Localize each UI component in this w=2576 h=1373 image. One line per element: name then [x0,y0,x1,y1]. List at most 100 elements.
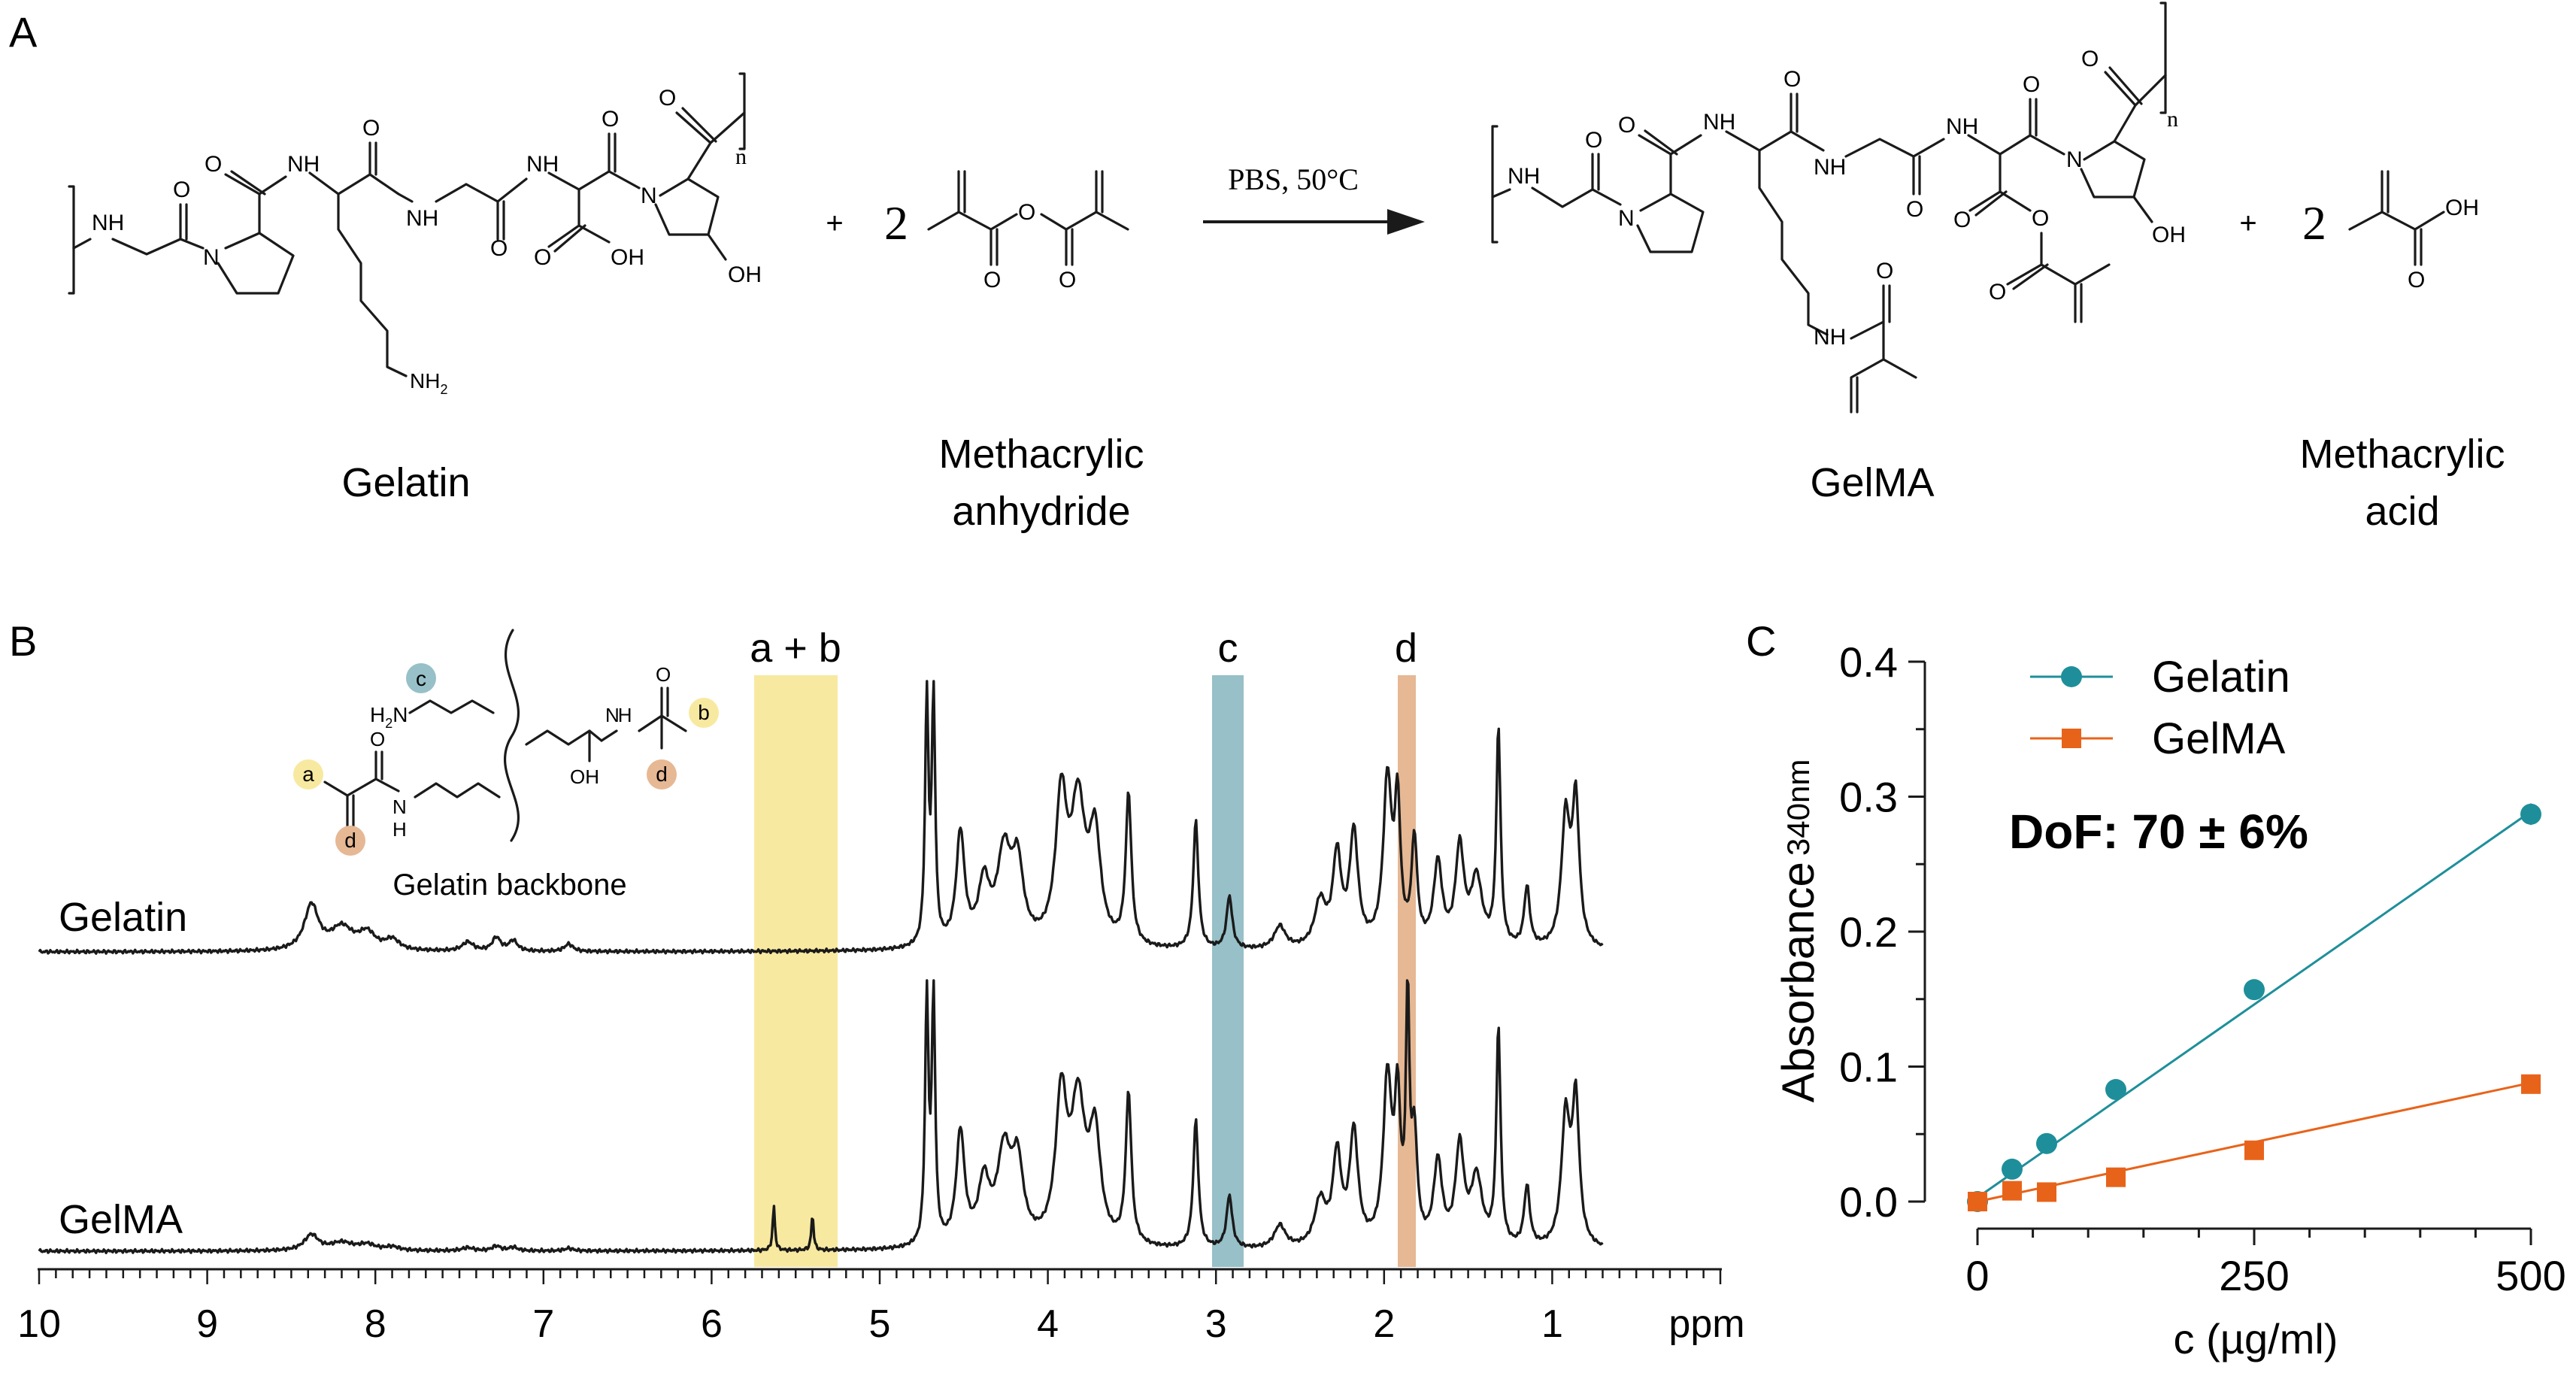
atom-o: O [1876,259,1893,283]
label-b-dot [689,698,719,728]
panel-c: C 0.0 0.1 0.2 0.3 0.4 0 250 500 Gelatin GelMA Abs… [1746,617,2566,1362]
ppm-unit: ppm [1668,1302,1744,1346]
atom-o: O [1784,67,1801,92]
ppm-tick-label: 5 [869,1302,891,1346]
gelma-label: GelMA [1810,460,1934,505]
ppm-tick-label: 4 [1037,1302,1059,1346]
atom-nh: NH [1814,155,1846,180]
chart-area: 0.0 0.1 0.2 0.3 0.4 0 250 500 Gelatin GelMA [1839,638,2566,1299]
data-point-gelma [2521,1074,2541,1094]
atom-oh: OH [611,245,644,270]
atom-nh: NH [1946,114,1978,139]
coefficient-1: 2 [884,196,908,250]
atom-o: O [534,245,551,270]
panel-label-b: B [9,617,37,665]
methacrylic-acid-structure: O OH [2348,170,2479,292]
atom-oh: OH [2152,223,2186,247]
ppm-tick-label: 9 [196,1302,218,1346]
x-tick-label: 500 [2496,1252,2565,1299]
atom-o: O [2408,268,2425,292]
region-c-label: c [1218,626,1238,671]
data-point-gelatin [2036,1132,2057,1154]
data-point-gelma [2244,1140,2264,1160]
label-a-dot [293,759,323,790]
atom-n: N [1618,206,1635,231]
atom-nh: NH [406,206,438,231]
plus-1: + [826,207,843,240]
ppm-tick-label: 6 [701,1302,723,1346]
data-point-gelma [2002,1181,2022,1201]
atom-o: O [1018,200,1035,225]
atom-nh: NH [605,704,632,726]
y-tick-label: 0.3 [1839,774,1898,821]
y-tick-label: 0.1 [1839,1044,1898,1091]
gelatin-spectrum [38,680,1604,955]
gelma-structure: NH O N O NH O NH O NH O NH O O [1491,2,2186,414]
atom-nh: NH [1508,164,1540,189]
subscript-n: n [735,144,747,169]
panel-a: A NH N O O NH O NH 2 NH O NH O [9,2,2505,534]
atom-o: O [1906,197,1923,222]
gelma-spectrum [38,979,1604,1254]
data-point-gelma [2106,1167,2126,1187]
ppm-tick-label: 10 [17,1302,61,1346]
anhydride-label-line-1: Methacrylic [938,432,1144,477]
atom-o: O [205,152,222,177]
legend-label: GelMA [2152,714,2286,763]
trace-label-gelatin: Gelatin [59,895,187,940]
panel-label-a: A [9,8,38,56]
atom-o: O [362,116,380,141]
y-axis-label: Absorbance340nm [1773,759,1823,1103]
methacrylic-anhydride-structure: O O O [927,170,1129,292]
ppm-tick-label: 3 [1205,1302,1227,1346]
data-point-gelatin [2002,1158,2023,1180]
data-point-gelma [1968,1192,1987,1211]
atom-o: O [1585,128,1602,153]
region-d-label: d [1395,626,1417,671]
fit-line-gelatin [1977,811,2532,1199]
atom-o: O [490,236,508,261]
anhydride-label-line-2: anhydride [952,489,1130,534]
panel-label-c: C [1746,617,1776,665]
region-ab-label: a + b [750,626,841,671]
ppm-tick-label: 1 [1541,1302,1563,1346]
label-c-dot [406,663,436,693]
atom-nh: NH [92,211,124,235]
atom-o: O [370,728,385,750]
y-tick-label: 0.2 [1839,908,1898,956]
data-point-gelma [2037,1182,2056,1202]
atom-o: O [602,107,619,132]
atom-h2n: H2N [370,703,408,731]
y-tick-label: 0.0 [1839,1178,1898,1226]
data-point-gelatin [2244,979,2265,1001]
label-d-dot-2 [647,759,677,790]
atom-nh: NH [1814,325,1846,350]
plus-2: + [2239,207,2256,240]
inset-title: Gelatin backbone [392,868,626,902]
y-tick-label: 0.4 [1839,638,1898,686]
region-d [1398,675,1416,1267]
atom-n: N [2066,147,2083,172]
data-point-gelatin [2520,803,2541,825]
acid-label-line-1: Methacrylic [2299,432,2505,477]
dof-annotation: DoF: 70 ± 6% [2009,805,2308,859]
label-a: a [302,762,314,786]
ppm-tick-label: 8 [365,1302,386,1346]
atom-o: O [2081,47,2099,71]
label-d-dot [335,826,365,856]
x-axis-label: c (µg/ml) [2174,1315,2338,1362]
atom-nh: NH [287,152,320,177]
label-d: d [344,829,356,852]
x-tick-label: 0 [1965,1252,1989,1299]
atom-oh: OH [728,262,762,287]
ppm-tick-label: 7 [532,1302,554,1346]
label-d-2: d [656,762,668,786]
atom-o: O [983,268,1001,292]
atom-n: N [641,183,657,208]
atom-nh: NH [1703,110,1735,135]
gelatin-label: Gelatin [341,460,470,505]
